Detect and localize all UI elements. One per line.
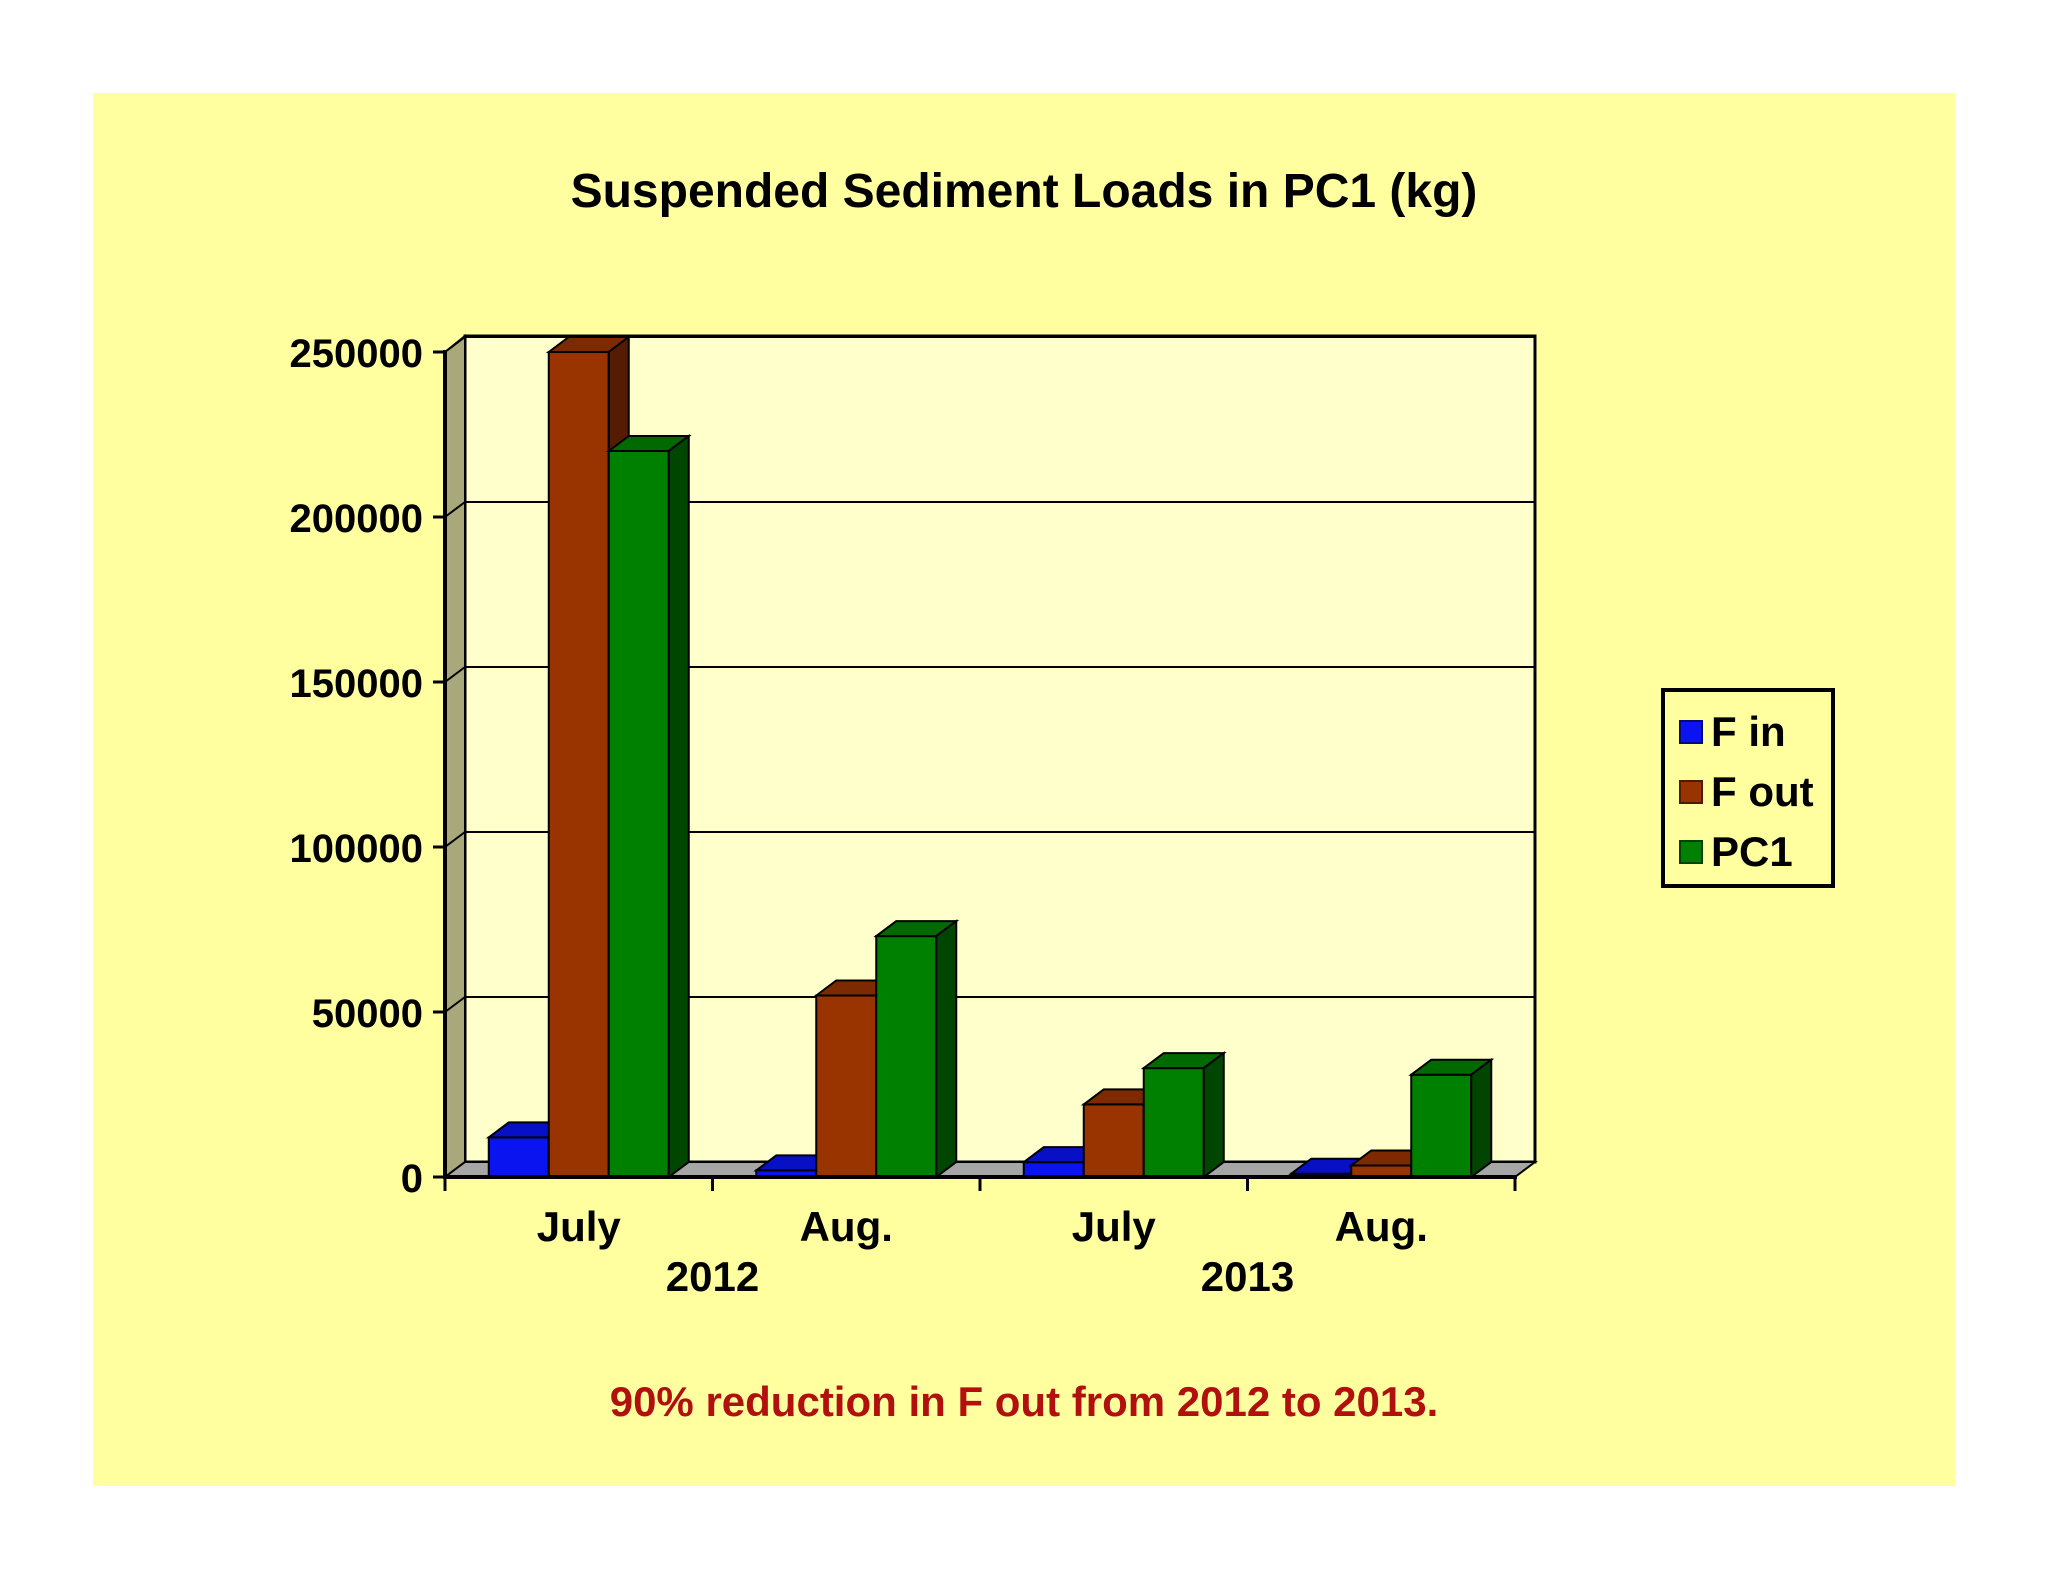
legend-item-pc1: PC1 bbox=[1679, 824, 1793, 880]
y-tick-label: 0 bbox=[401, 1157, 423, 1201]
bar-pc1-4 bbox=[1408, 1057, 1495, 1179]
x-tick-label: Aug. bbox=[800, 1203, 893, 1250]
bar-front bbox=[607, 450, 670, 1178]
gridline-side bbox=[444, 831, 466, 848]
chart-legend: F in F out PC1 bbox=[1661, 688, 1835, 888]
bar-side bbox=[1470, 1057, 1493, 1179]
y-tick-label: 150000 bbox=[290, 662, 423, 706]
bar-front bbox=[547, 351, 610, 1178]
annotation-text: 90% reduction in F out from 2012 to 2013… bbox=[609, 1378, 1439, 1425]
legend-label-pc1: PC1 bbox=[1711, 828, 1793, 875]
legend-swatch-f-in bbox=[1679, 720, 1703, 744]
x-tick-label: July bbox=[537, 1203, 622, 1250]
bar-side bbox=[935, 919, 958, 1179]
bar-side bbox=[1202, 1051, 1225, 1179]
legend-label-f-out: F out bbox=[1711, 768, 1814, 815]
bar-front bbox=[815, 994, 878, 1178]
y-tick-label: 250000 bbox=[290, 332, 423, 376]
gridline-side bbox=[444, 501, 466, 518]
gridline-side bbox=[444, 336, 466, 353]
y-tick-label: 200000 bbox=[290, 497, 423, 541]
x-tick-label: Aug. bbox=[1335, 1203, 1428, 1250]
y-tick-label: 50000 bbox=[312, 992, 423, 1036]
bar-front bbox=[1022, 1161, 1085, 1179]
gridline-side bbox=[444, 666, 466, 683]
bar-front bbox=[1082, 1103, 1145, 1179]
bar-front bbox=[1142, 1067, 1205, 1178]
y-tick-label: 100000 bbox=[290, 827, 423, 871]
bar-front bbox=[875, 935, 938, 1178]
x-group-label: 2012 bbox=[666, 1253, 759, 1300]
bar-front bbox=[487, 1136, 550, 1179]
legend-label-f-in: F in bbox=[1711, 708, 1786, 755]
chart-title: Suspended Sediment Loads in PC1 (kg) bbox=[570, 165, 1478, 218]
gridline-side bbox=[444, 996, 466, 1013]
bar-front bbox=[1410, 1073, 1473, 1178]
bar-pc1-1 bbox=[605, 434, 692, 1179]
x-tick-label: July bbox=[1072, 1203, 1157, 1250]
plot-side-wall bbox=[444, 333, 466, 1179]
legend-swatch-f-out bbox=[1679, 780, 1703, 804]
bar-pc1-2 bbox=[873, 919, 960, 1179]
bar-pc1-3 bbox=[1140, 1051, 1227, 1179]
x-group-label: 2013 bbox=[1201, 1253, 1294, 1300]
legend-swatch-pc1 bbox=[1679, 840, 1703, 864]
bar-side bbox=[667, 434, 690, 1179]
legend-item-f-out: F out bbox=[1679, 764, 1814, 820]
legend-item-f-in: F in bbox=[1679, 704, 1786, 760]
